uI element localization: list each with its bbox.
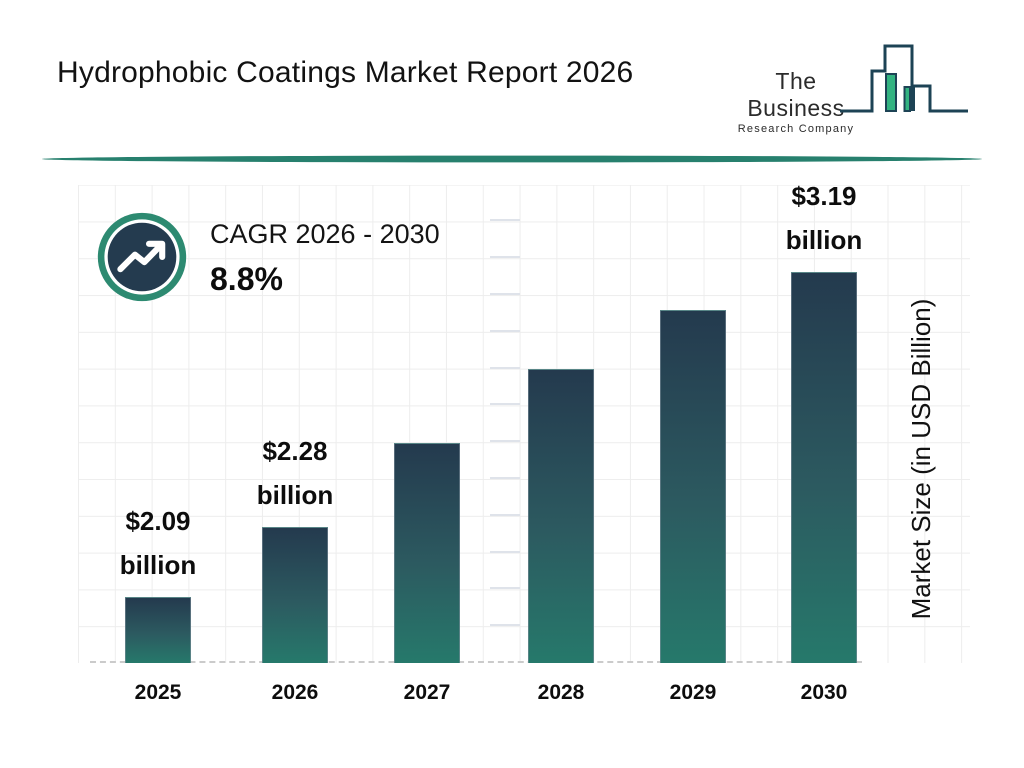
minor-tick xyxy=(490,403,520,406)
cagr-badge xyxy=(97,212,187,302)
page-title: Hydrophobic Coatings Market Report 2026 xyxy=(57,56,634,89)
minor-tick xyxy=(490,329,520,332)
x-axis-label-2030: 2030 xyxy=(800,681,848,704)
bar-2030 xyxy=(791,272,857,663)
x-axis-label-2026: 2026 xyxy=(271,681,319,704)
divider xyxy=(42,155,982,163)
trending-up-icon xyxy=(117,240,166,273)
bar-value-label-2030: $3.19 billion xyxy=(785,181,863,255)
x-axis-label-2027: 2027 xyxy=(403,681,451,704)
bar-2025 xyxy=(125,597,191,663)
logo-text-line1: The Business xyxy=(747,68,845,121)
minor-tick xyxy=(490,293,520,295)
dashed-baseline xyxy=(90,661,862,663)
minor-tick xyxy=(490,440,520,443)
x-axis-label-2029: 2029 xyxy=(669,681,717,704)
bar-value-label-2026: $2.28 billion xyxy=(256,436,334,510)
minor-tick xyxy=(490,219,520,222)
x-axis-label-2025: 2025 xyxy=(134,681,182,704)
cagr-value: 8.8% xyxy=(210,261,283,297)
bar-chart-logo-icon xyxy=(840,44,968,113)
bar-2027 xyxy=(394,443,460,663)
chart-plot-area: 2025 $2.09 billion 2026 $2.28 billion 2027 2028… xyxy=(78,181,970,704)
bar-2029 xyxy=(660,310,726,663)
y-axis-title: Market Size (in USD Billion) xyxy=(906,298,936,620)
minor-tick xyxy=(490,513,520,516)
bar-value-label-2025: $2.09 billion xyxy=(119,506,197,580)
minor-tick xyxy=(490,256,520,259)
brand-logo: The Business Research Company xyxy=(726,40,970,135)
x-axis-label-2028: 2028 xyxy=(537,681,585,704)
bar-2028 xyxy=(528,369,594,663)
minor-tick xyxy=(490,624,520,627)
cagr-label: CAGR 2026 - 2030 xyxy=(210,219,440,249)
minor-tick xyxy=(490,550,520,553)
logo-text: The Business Research Company xyxy=(726,68,866,135)
minor-tick xyxy=(490,366,520,369)
minor-tick xyxy=(490,477,520,479)
bar-2026 xyxy=(262,527,328,663)
logo-text-line2: Research Company xyxy=(737,123,855,135)
minor-tick xyxy=(490,587,520,590)
